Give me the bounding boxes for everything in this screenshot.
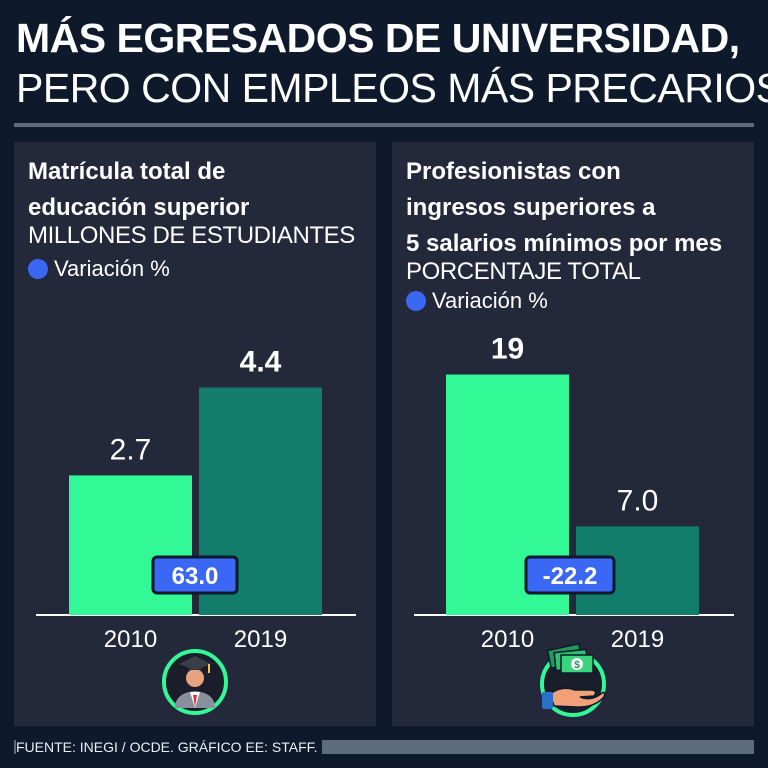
headline-line-1: MÁS EGRESADOS DE UNIVERSIDAD, (16, 15, 740, 61)
bar-value-label: 4.4 (240, 346, 282, 379)
chart-title-line: Matrícula total de (28, 158, 226, 185)
headline-line-2: PERO CON EMPLEOS MÁS PRECARIOS (16, 65, 768, 111)
variation-value: -22.2 (543, 563, 598, 590)
chart-title: Profesionistas con ingresos superiores a… (406, 154, 746, 262)
chart-panel-income: Profesionistas con ingresos superiores a… (392, 142, 754, 726)
chart-legend: Variación % (28, 254, 170, 284)
bar-chart: 2.7 4.4 63.0 2010 2019 (36, 346, 356, 715)
variation-badge (151, 555, 239, 595)
x-tick-label: 2010 (104, 626, 157, 653)
legend-dot-icon (28, 259, 48, 279)
variation-value: 63.0 (172, 563, 219, 590)
bar-value-label: 2.7 (110, 433, 152, 466)
x-tick-label: 2019 (234, 626, 287, 653)
bar-chart: 19 7.0 -22.2 2010 2019 $ (414, 333, 734, 717)
chart-subtitle: PORCENTAJE TOTAL (406, 258, 641, 285)
bar-value-label: 19 (491, 333, 524, 366)
source-text: FUENTE: INEGI / OCDE. GRÁFICO EE: STAFF. (16, 738, 322, 756)
chart-legend: Variación % (406, 286, 548, 316)
source-footer: FUENTE: INEGI / OCDE. GRÁFICO EE: STAFF. (14, 738, 754, 756)
title-divider (14, 123, 754, 127)
legend-label: Variación % (54, 256, 170, 281)
money-hand-icon: $ (540, 642, 606, 717)
legend-dot-icon (406, 291, 426, 311)
chart-title-line: Profesionistas con (406, 158, 621, 185)
chart-panel-enrollment: Matrícula total de educación superior MI… (14, 142, 376, 726)
legend-label: Variación % (432, 288, 548, 313)
graduate-icon (162, 649, 228, 715)
chart-title: Matrícula total de educación superior (28, 154, 368, 226)
x-tick-label: 2019 (611, 626, 664, 653)
bar-value-label: 7.0 (617, 484, 659, 517)
chart-title-line: 5 salarios mínimos por mes (406, 230, 723, 257)
svg-text:$: $ (574, 660, 580, 671)
chart-subtitle: MILLONES DE ESTUDIANTES (28, 222, 355, 249)
chart-title-line: ingresos superiores a (406, 194, 656, 221)
chart-title-line: educación superior (28, 194, 250, 221)
x-tick-label: 2010 (481, 626, 534, 653)
variation-badge (524, 555, 616, 595)
